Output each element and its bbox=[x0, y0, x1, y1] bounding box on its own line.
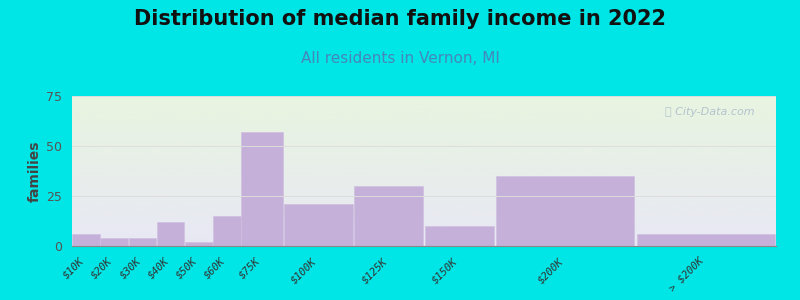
Bar bbox=[185, 242, 213, 246]
Bar bbox=[637, 234, 774, 246]
Y-axis label: families: families bbox=[28, 140, 42, 202]
Text: All residents in Vernon, MI: All residents in Vernon, MI bbox=[301, 51, 499, 66]
Bar bbox=[242, 132, 282, 246]
Text: Distribution of median family income in 2022: Distribution of median family income in … bbox=[134, 9, 666, 29]
Bar bbox=[213, 216, 241, 246]
Bar bbox=[496, 176, 634, 246]
Bar bbox=[72, 234, 100, 246]
Bar bbox=[425, 226, 494, 246]
Bar bbox=[129, 238, 156, 246]
Bar bbox=[157, 222, 184, 246]
Bar bbox=[101, 238, 128, 246]
Bar bbox=[284, 204, 353, 246]
Text: ⓘ City-Data.com: ⓘ City-Data.com bbox=[666, 106, 755, 116]
Bar bbox=[354, 186, 423, 246]
